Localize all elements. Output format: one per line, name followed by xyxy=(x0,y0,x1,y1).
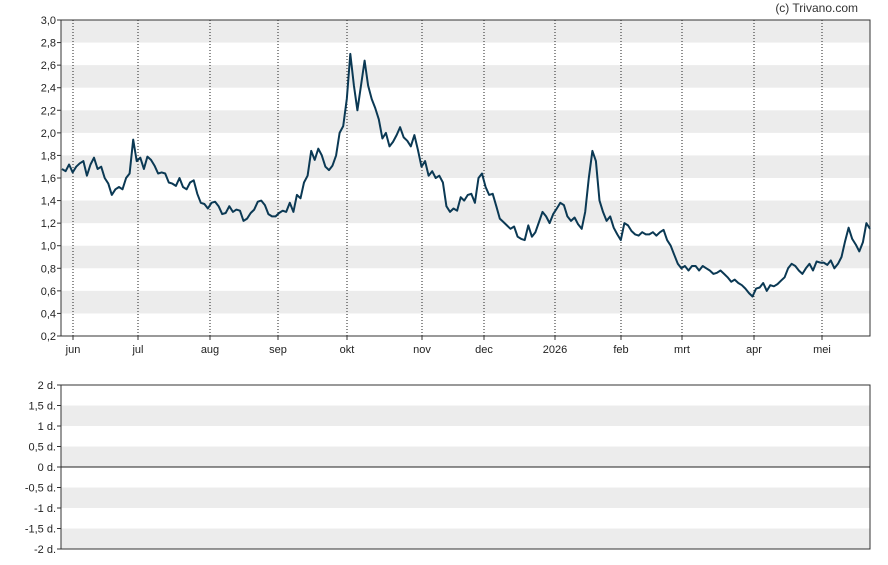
x-tick-label: aug xyxy=(201,344,219,356)
grid-band xyxy=(61,110,870,133)
grid-band xyxy=(61,65,870,88)
y-tick-label: -0,5 d. xyxy=(25,483,56,495)
x-tick-label: sep xyxy=(269,344,287,356)
y-tick-label: 0,8 xyxy=(41,263,56,275)
y-tick-label: 2,0 xyxy=(41,128,56,140)
x-tick-label: dec xyxy=(475,344,493,356)
y-tick-label: 0,4 xyxy=(41,308,56,320)
x-tick-label: apr xyxy=(746,344,762,356)
y-tick-label: 1,0 xyxy=(41,241,56,253)
copyright-notice: (c) Trivano.com xyxy=(775,1,858,15)
y-tick-label: 1,8 xyxy=(41,150,56,162)
grid-band xyxy=(61,155,870,178)
x-tick-label: jun xyxy=(65,344,81,356)
y-tick-label: 2,4 xyxy=(41,83,56,95)
y-tick-label: 0 d. xyxy=(38,462,56,474)
grid-band xyxy=(61,487,870,508)
y-tick-label: 1,6 xyxy=(41,173,56,185)
y-tick-label: 0,2 xyxy=(41,331,56,343)
y-tick-label: -1,5 d. xyxy=(25,524,56,536)
y-tick-label: -2 d. xyxy=(34,544,56,556)
y-tick-label: 2,6 xyxy=(41,60,56,72)
grid-band xyxy=(61,405,870,426)
x-tick-label: nov xyxy=(413,344,431,356)
y-tick-label: 1,2 xyxy=(41,218,56,230)
x-tick-label: feb xyxy=(613,344,628,356)
y-tick-label: 1,4 xyxy=(41,196,56,208)
y-tick-label: 1 d. xyxy=(38,421,56,433)
y-tick-label: 2 d. xyxy=(38,380,56,392)
y-tick-label: -1 d. xyxy=(34,503,56,515)
x-tick-label: mrt xyxy=(674,344,690,356)
y-tick-label: 2,8 xyxy=(41,38,56,50)
grid-band xyxy=(61,528,870,549)
grid-band xyxy=(61,290,870,314)
x-tick-label: okt xyxy=(340,344,355,356)
y-tick-label: 0,6 xyxy=(41,286,56,298)
y-tick-label: 1,5 d. xyxy=(28,401,56,413)
y-tick-label: 0,5 d. xyxy=(28,442,56,454)
y-tick-label: 2,2 xyxy=(41,105,56,117)
x-tick-label: mei xyxy=(813,344,831,356)
grid-band xyxy=(61,20,870,43)
price-line xyxy=(61,52,871,298)
grid-band xyxy=(61,446,870,467)
grid-band xyxy=(61,200,870,224)
grid-band xyxy=(61,245,870,269)
x-tick-label: 2026 xyxy=(543,344,567,356)
y-tick-label: 3,0 xyxy=(41,15,56,27)
x-tick-label: jul xyxy=(131,344,143,356)
